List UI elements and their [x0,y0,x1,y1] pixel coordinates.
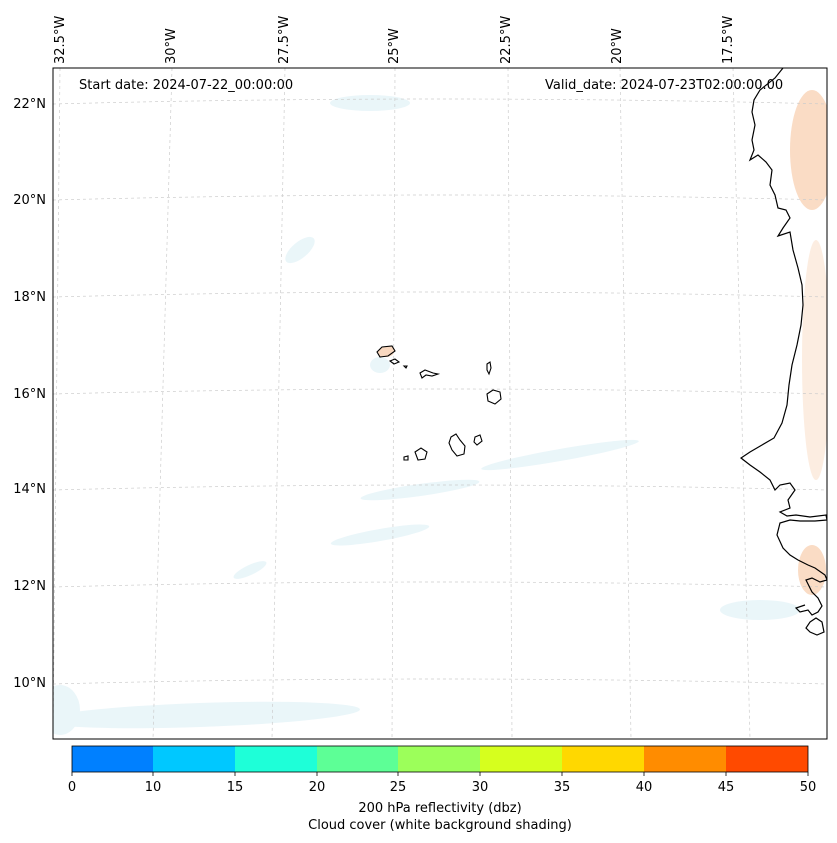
african-coastline [739,68,827,636]
maio-island [473,434,483,446]
start-date-label: Start date: 2024-07-22_00:00:00 [79,78,294,93]
colorbar-tick-15: 15 [226,780,244,795]
colorbar-tick-25: 25 [389,780,407,795]
sal-island [486,361,492,376]
brava-island [403,455,409,461]
lon-label-25w: 25°W [387,28,402,64]
colorbar-tick-30: 30 [471,780,489,795]
lat-label-18n: 18°N [13,290,46,305]
lat-label-16n: 16°N [13,387,46,402]
valid-date-label: Valid_date: 2024-07-23T02:00:00.00 [545,78,784,93]
colorbar-segment-10-15 [153,746,235,772]
lon-label-30w: 30°W [164,28,179,64]
lon-label-22-5w: 22.5°W [499,15,514,64]
boa-vista-island [486,389,502,405]
lat-label-10n: 10°N [13,676,46,691]
colorbar-tick-marks [71,772,809,776]
lon-label-17-5w: 17.5°W [721,15,736,64]
lat-label-22n: 22°N [13,97,46,112]
colorbar-tick-10: 10 [144,780,162,795]
lat-label-14n: 14°N [13,482,46,497]
colorbar-tick-20: 20 [308,780,326,795]
colorbar-frame [71,745,809,773]
colorbar-segment-15-20 [235,746,317,772]
colorbar-label-cloud-cover: Cloud cover (white background shading) [308,818,572,833]
cloud-cover-shading [53,95,800,735]
lat-label-20n: 20°N [13,193,46,208]
colorbar-tick-50: 50 [799,780,817,795]
colorbar-tick-40: 40 [635,780,653,795]
colorbar-segment-30-35 [480,746,562,772]
lon-label-27-5w: 27.5°W [277,15,292,64]
colorbar-tick-45: 45 [717,780,735,795]
colorbar-segment-40-45 [644,746,726,772]
sao-vicente-island [388,358,401,365]
parallel-lines [53,98,827,685]
colorbar [71,745,809,776]
map-frame [52,67,828,740]
colorbar-segment-25-30 [398,746,480,772]
colorbar-segment-0-10 [72,746,154,772]
sao-nicolau-island [419,369,441,379]
santiago-island [448,433,466,457]
colorbar-segment-45-50 [726,746,808,772]
reflectivity-shading [378,90,827,595]
lon-label-20w: 20°W [610,28,625,64]
santo-antao-island [376,345,396,358]
santa-luzia-island [402,365,408,369]
colorbar-label-reflectivity: 200 hPa reflectivity (dbz) [358,801,522,816]
colorbar-tick-35: 35 [553,780,571,795]
cape-verde-islands [376,345,502,461]
lon-label-32-5w: 32.5°W [53,15,68,64]
lat-label-12n: 12°N [13,579,46,594]
map-background [53,68,827,739]
meridian-lines [53,68,751,739]
colorbar-segment-35-40 [562,746,644,772]
colorbar-segment-20-25 [317,746,399,772]
fogo-island [414,447,428,461]
colorbar-tick-0: 0 [67,780,77,795]
